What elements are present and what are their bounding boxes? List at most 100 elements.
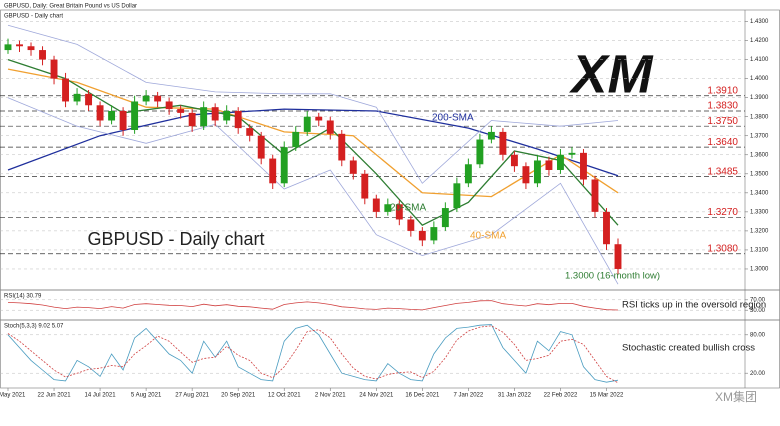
y-tick-label: 80.00 (750, 332, 766, 338)
candle-body (292, 131, 300, 148)
candle-body (246, 128, 254, 136)
candle-body (522, 166, 530, 184)
y-tick-label: 1.3300 (750, 209, 769, 215)
level-label: 1.3830 (707, 101, 738, 112)
candle-body (545, 160, 553, 170)
candle-body (603, 211, 610, 245)
panel-title: Stoch(5,3,3) 9.02 5.07 (4, 324, 64, 330)
candle-body (108, 110, 116, 121)
candle-body (119, 110, 127, 131)
candle-body (62, 78, 69, 102)
overlay-line (7, 97, 619, 285)
candle-body (441, 208, 449, 228)
level-label: 1.3270 (707, 207, 738, 218)
annotation: RSI ticks up in the oversold region (622, 300, 766, 311)
y-tick-label: 1.4000 (750, 76, 769, 82)
candle-body (476, 139, 484, 165)
x-tick-label: 31 Jan 2022 (498, 393, 532, 399)
x-tick-label: 22 Feb 2022 (544, 393, 578, 399)
y-tick-label: 1.3600 (750, 152, 769, 158)
x-tick-label: 15 Mar 2022 (590, 393, 624, 399)
candle-body (614, 244, 622, 269)
logo: XM (569, 44, 654, 104)
panel-title: RSI(14) 30.79 (4, 294, 42, 300)
candle-body (39, 50, 46, 60)
y-tick-label: 1.3700 (750, 133, 769, 139)
annotation: Stochastic created bullish cross (622, 343, 755, 354)
y-tick-label: 20.00 (750, 371, 766, 377)
y-tick-label: 70.00 (750, 297, 766, 303)
candle-body (315, 116, 323, 121)
candle-body (407, 219, 415, 231)
candle-body (430, 227, 438, 241)
candle-body (487, 131, 495, 140)
candle-body (165, 101, 173, 110)
candle-body (280, 147, 288, 184)
candle-body (384, 204, 392, 212)
watermark: XM集团 (715, 389, 757, 404)
overlay-label: 40-SMA (470, 231, 506, 242)
candle-body (257, 135, 265, 159)
y-tick-label: 1.3800 (750, 114, 769, 120)
level-label: 1.3640 (707, 137, 738, 148)
x-tick-label: 24 Nov 2021 (359, 393, 394, 399)
candle-body (200, 107, 208, 127)
candle-body (188, 112, 196, 127)
y-tick-label: 1.4100 (750, 57, 769, 63)
overlay-label: 20-SMA (390, 203, 426, 214)
candle-body (533, 160, 541, 184)
chart-title: GBPUSD - Daily chart (87, 229, 264, 249)
candle-body (154, 95, 162, 102)
x-tick-label: 12 Oct 2021 (268, 393, 301, 399)
candle-body (453, 183, 461, 209)
y-tick-label: 1.3000 (750, 267, 769, 273)
candle-body (372, 198, 380, 212)
candle-body (326, 120, 334, 134)
overlay-label: 200-SMA (432, 113, 474, 124)
candle-body (395, 204, 403, 220)
annotation: 1.3000 (16-month low) (565, 271, 660, 282)
candle-body (50, 59, 58, 79)
x-tick-label: 16 Dec 2021 (405, 393, 440, 399)
candle-body (211, 107, 219, 121)
candle-body (338, 133, 346, 161)
candle-body (464, 164, 472, 184)
panel-title: GBPUSD - Daily chart (4, 14, 63, 20)
candle-body (73, 93, 81, 102)
level-label: 1.3910 (707, 85, 738, 96)
y-tick-label: 1.4300 (750, 19, 769, 25)
level-label: 1.3750 (707, 116, 738, 127)
candle-body (131, 101, 139, 131)
candle-body (418, 230, 426, 241)
y-tick-label: 1.3100 (750, 248, 769, 254)
x-tick-label: 14 Jul 2021 (85, 393, 117, 399)
y-tick-label: 1.3900 (750, 95, 769, 101)
candle-body (16, 44, 23, 47)
x-tick-label: 5 Aug 2021 (131, 393, 162, 399)
candle-body (510, 154, 518, 167)
y-tick-label: 1.4200 (750, 38, 769, 44)
y-tick-label: 1.3500 (750, 171, 769, 177)
y-tick-label: 1.3400 (750, 190, 769, 196)
level-label: 1.3485 (707, 166, 738, 177)
overlay-line (7, 108, 619, 177)
candle-body (27, 46, 35, 51)
candle-body (557, 154, 564, 170)
candle-body (223, 110, 231, 121)
x-tick-label: 20 Sep 2021 (221, 393, 256, 399)
candle-body (591, 179, 599, 212)
level-label: 1.3080 (707, 243, 738, 254)
candle-body (177, 109, 185, 113)
indicator-line (7, 325, 619, 384)
chart-header: GBPUSD, Daily: Great Britain Pound vs US… (4, 4, 137, 10)
candle-body (303, 116, 311, 132)
x-tick-label: 2 Nov 2021 (315, 393, 346, 399)
indicator-line (7, 300, 619, 311)
overlay-line (7, 24, 619, 184)
candle-body (4, 44, 12, 51)
candle-body (361, 173, 369, 199)
x-tick-label: 22 Jun 2021 (38, 393, 72, 399)
x-tick-label: 31 May 2021 (0, 393, 26, 399)
